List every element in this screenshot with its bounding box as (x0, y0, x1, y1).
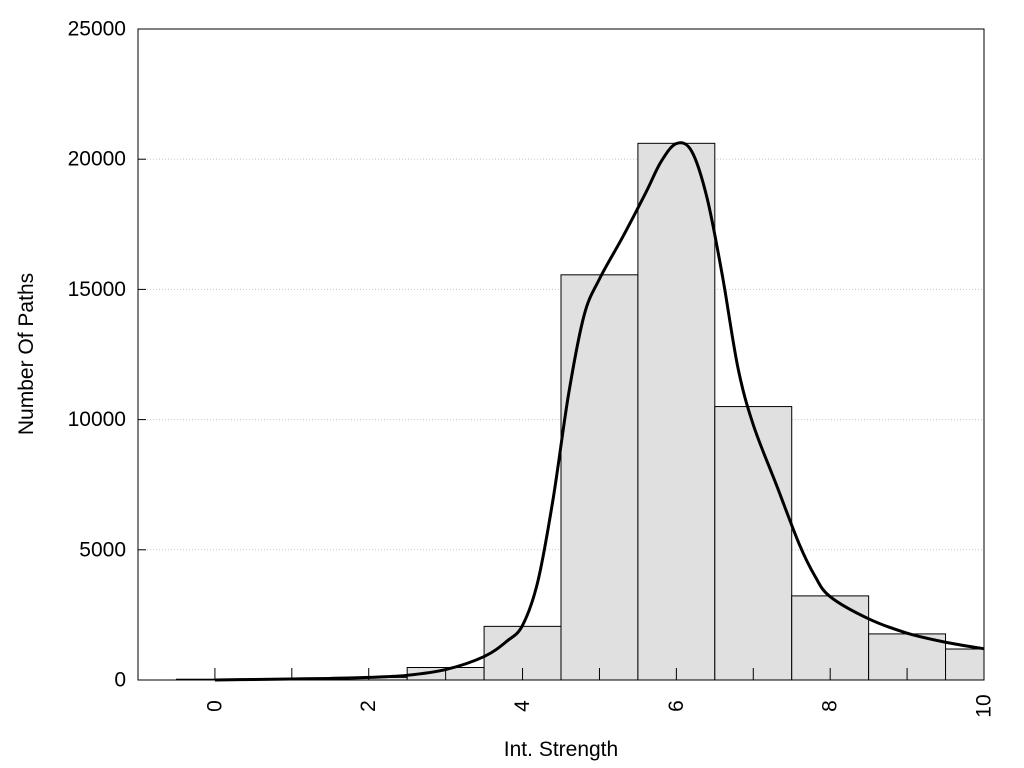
histogram-bar (714, 406, 793, 681)
x-tick-label: 4 (511, 700, 534, 712)
y-tick-label: 15000 (68, 278, 126, 301)
histogram-bar (945, 648, 985, 681)
y-tick-label: 25000 (68, 18, 126, 41)
x-tick-label: 6 (665, 700, 688, 712)
x-tick-label: 8 (819, 700, 842, 712)
plot-frame (137, 28, 985, 681)
y-tick-label: 10000 (68, 408, 126, 431)
x-tick-label: 2 (357, 700, 380, 712)
histogram-bar (560, 274, 639, 681)
histogram-bar (637, 142, 716, 681)
x-tick-label: 10 (973, 694, 996, 717)
x-axis-title: Int. Strength (504, 738, 618, 761)
fit-curve-line (214, 141, 985, 682)
x-tick-label: 0 (203, 700, 226, 712)
y-ticks: 0 5000 10000 15000 20000 25000 (68, 18, 146, 692)
y-tick-label: 5000 (79, 538, 126, 561)
bars (175, 142, 985, 681)
fit-curve (214, 141, 985, 682)
y-tick-label: 20000 (68, 148, 126, 171)
histogram-bar (791, 595, 870, 681)
y-tick-label: 0 (114, 669, 126, 692)
y-axis-title: Number Of Paths (15, 273, 38, 435)
x-ticks: 0 2 4 6 8 10 (203, 668, 996, 718)
